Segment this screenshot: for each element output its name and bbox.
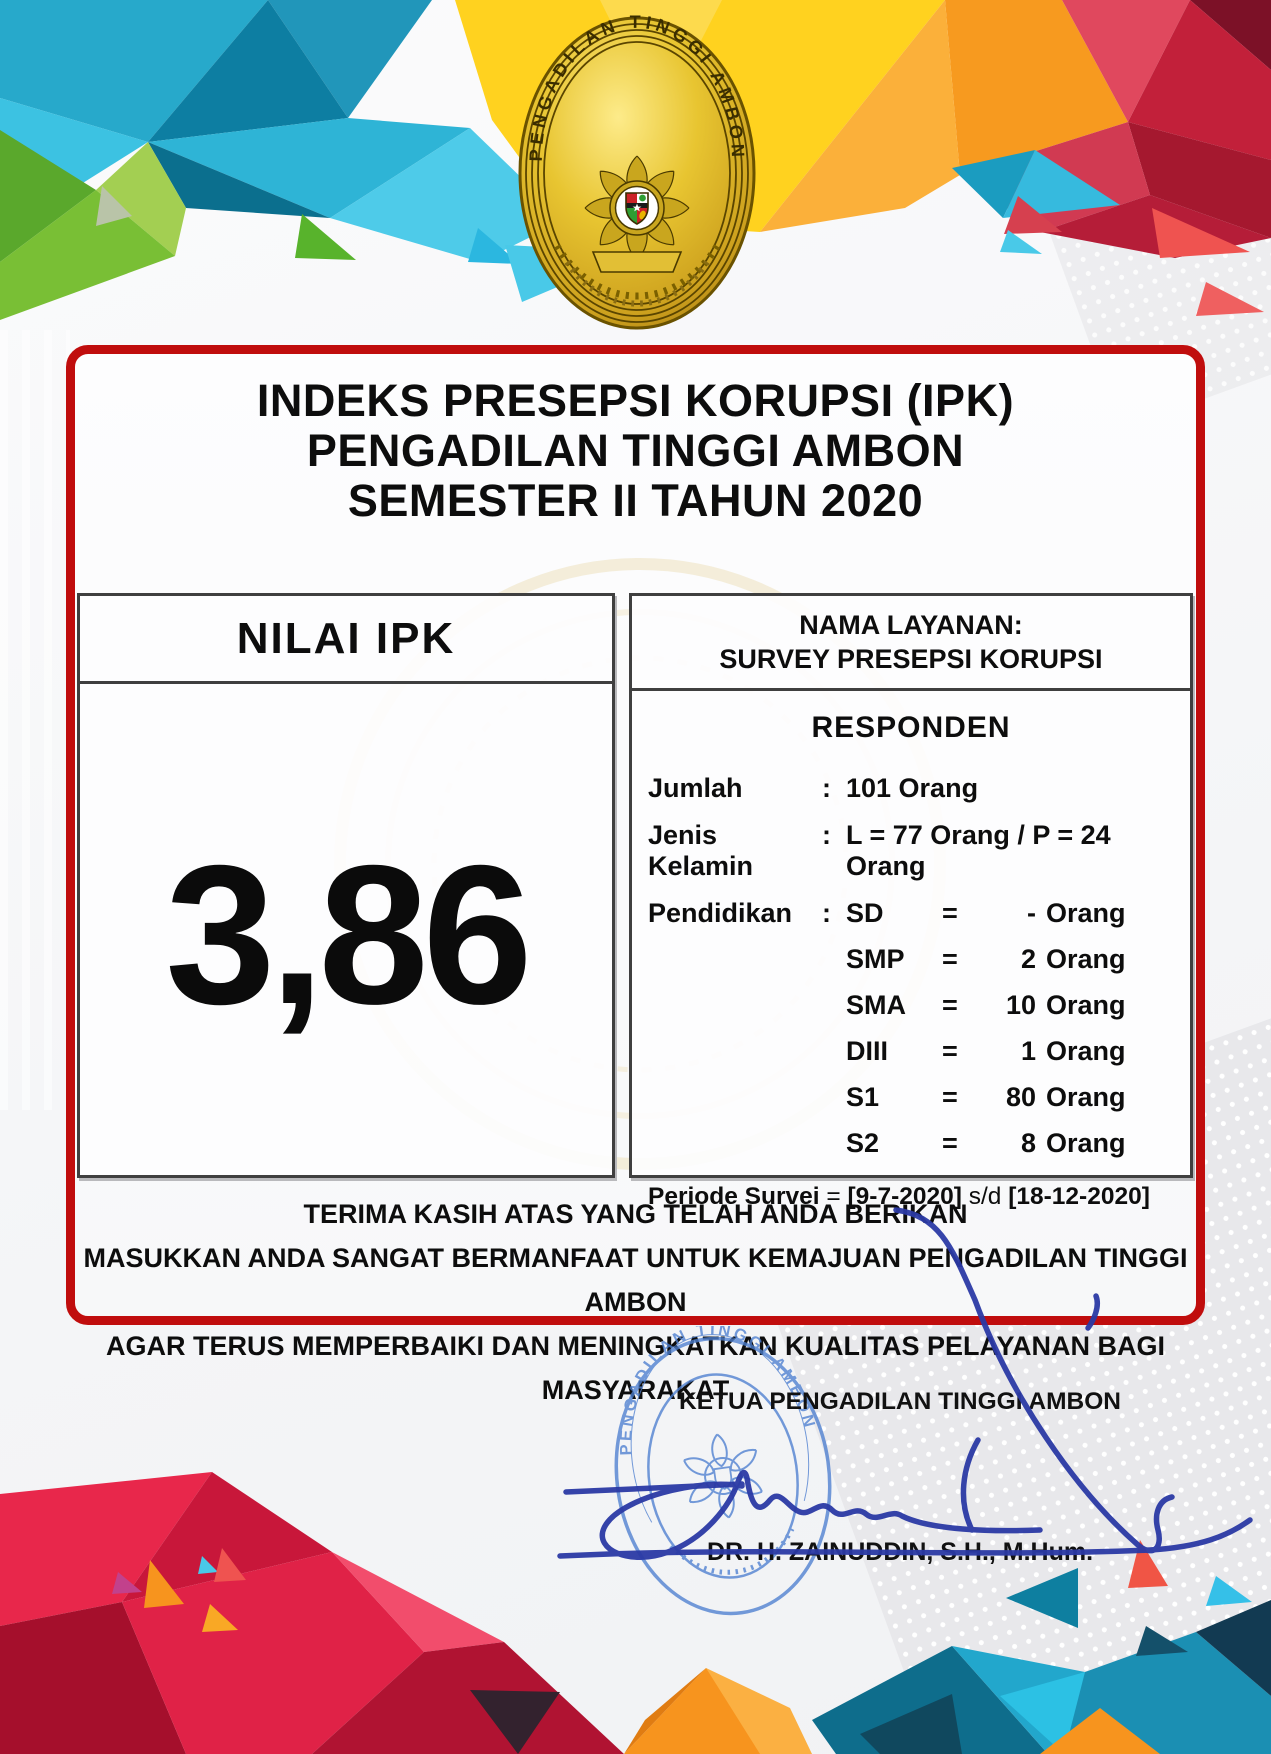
edu-eq: = xyxy=(942,1128,958,1158)
edu-eq: = xyxy=(942,944,958,974)
responden-rows: Jumlah : 101 Orang Jenis Kelamin : L = 7… xyxy=(648,773,1174,1159)
edu-count: 2 xyxy=(1020,944,1036,974)
edu-eq: = xyxy=(942,990,958,1020)
period-sd: s/d xyxy=(968,1183,1002,1210)
seal-ribbon xyxy=(591,251,683,273)
edu-unit: Orang xyxy=(1046,1128,1126,1158)
edu-eq: = xyxy=(942,1082,958,1112)
row-jenis-kelamin: Jenis Kelamin : L = 77 Orang / P = 24 Or… xyxy=(648,820,1174,882)
seal-sunburst xyxy=(584,155,690,261)
row-value: L = 77 Orang / P = 24 Orang xyxy=(846,820,1111,881)
edu-count: 1 xyxy=(1020,1036,1036,1066)
edu-count: 8 xyxy=(1020,1128,1036,1158)
period-label: Periode Survei xyxy=(648,1183,820,1210)
edu-unit: Orang xyxy=(1046,1036,1126,1066)
row-label: Jenis Kelamin xyxy=(648,820,754,881)
edu-level: DIII xyxy=(846,1036,889,1066)
thanks-line-2: MASUKKAN ANDA SANGAT BERMANFAAT UNTUK KE… xyxy=(83,1243,1188,1317)
edu-count: 10 xyxy=(1005,990,1036,1020)
service-panel: NAMA LAYANAN: SURVEY PRESEPSI KORUPSI RE… xyxy=(629,593,1193,1210)
edu-level: SMA xyxy=(846,990,906,1020)
period-eq: = xyxy=(826,1183,841,1210)
row-colon: : xyxy=(822,820,831,850)
left-stripe-texture xyxy=(0,330,70,1110)
signatory-title: KETUA PENGADILAN TINGGI AMBON xyxy=(679,1388,1121,1415)
report-title: INDEKS PRESEPSI KORUPSI (IPK) PENGADILAN… xyxy=(75,354,1196,526)
court-stamp: PENGADILAN TINGGI AMBON xyxy=(601,1326,832,1616)
edu-unit: Orang xyxy=(1046,1082,1126,1112)
row-colon: : xyxy=(822,773,831,803)
row-colon: : xyxy=(822,898,831,928)
service-panel-body: RESPONDEN Jumlah : 101 Orang Jenis Kelam… xyxy=(632,691,1190,1211)
edu-level: S2 xyxy=(846,1128,880,1158)
score-panel-header: NILAI IPK xyxy=(80,596,612,684)
ipk-score-value: 3,86 xyxy=(165,824,532,1045)
row-label: Pendidikan xyxy=(648,898,793,928)
score-panel: NILAI IPK 3,86 xyxy=(77,593,615,1178)
row-label: Jumlah xyxy=(648,773,743,803)
edu-count: - xyxy=(1027,898,1036,928)
title-line-2: PENGADILAN TINGGI AMBON xyxy=(306,425,965,476)
service-name-value: SURVEY PRESEPSI KORUPSI xyxy=(719,644,1103,674)
main-report-box: INDEKS PRESEPSI KORUPSI (IPK) PENGADILAN… xyxy=(66,345,1205,1405)
row-jumlah: Jumlah : 101 Orang xyxy=(648,773,1174,804)
bottom-polygon-decoration xyxy=(0,1472,1271,1754)
edu-count: 80 xyxy=(1005,1082,1036,1112)
education-table: SD = - Orang SMP = 2 Orang SMA = 10 Orang DIII = 1 O… xyxy=(846,898,1174,1159)
service-name-label: NAMA LAYANAN: xyxy=(799,610,1023,640)
edu-unit: Orang xyxy=(1046,944,1126,974)
edu-eq: = xyxy=(942,1036,958,1066)
thanks-line-1: TERIMA KASIH ATAS YANG TELAH ANDA BERIKA… xyxy=(303,1199,968,1229)
edu-unit: Orang xyxy=(1046,898,1126,928)
period-start: [9-7-2020] xyxy=(847,1183,962,1210)
pengadilan-tinggi-ambon-seal: PENGADILAN TINGGI AMBON xyxy=(518,12,756,330)
edu-unit: Orang xyxy=(1046,990,1126,1020)
edu-eq: = xyxy=(942,898,958,928)
title-line-3: SEMESTER II TAHUN 2020 xyxy=(347,475,924,526)
edu-level: SMP xyxy=(846,944,905,974)
title-line-1: INDEKS PRESEPSI KORUPSI (IPK) xyxy=(256,375,1015,426)
signatory-name: DR. H. ZAINUDDIN, S.H., M.Hum. xyxy=(706,1538,1094,1566)
edu-level: S1 xyxy=(846,1082,880,1112)
row-pendidikan: Pendidikan : SD = - Orang SMP = 2 Orang SMA = 10… xyxy=(648,898,1174,1159)
row-value: 101 Orang xyxy=(846,773,979,803)
responden-title: RESPONDEN xyxy=(811,711,1011,744)
survey-period: Periode Survei = [9-7-2020] s/d [18-12-2… xyxy=(648,1183,1174,1211)
edu-level: SD xyxy=(846,898,884,928)
service-panel-header: NAMA LAYANAN: SURVEY PRESEPSI KORUPSI xyxy=(632,596,1190,691)
period-end: [18-12-2020] xyxy=(1008,1183,1150,1210)
